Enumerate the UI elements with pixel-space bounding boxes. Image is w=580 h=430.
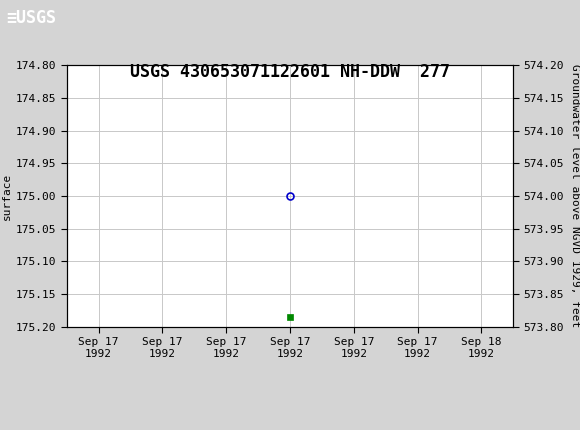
Y-axis label: Groundwater level above NGVD 1929, feet: Groundwater level above NGVD 1929, feet	[570, 64, 580, 328]
Text: ≡USGS: ≡USGS	[6, 9, 56, 27]
Text: USGS 430653071122601 NH-DDW  277: USGS 430653071122601 NH-DDW 277	[130, 63, 450, 81]
Y-axis label: Depth to water level, feet below land
surface: Depth to water level, feet below land su…	[0, 71, 12, 321]
